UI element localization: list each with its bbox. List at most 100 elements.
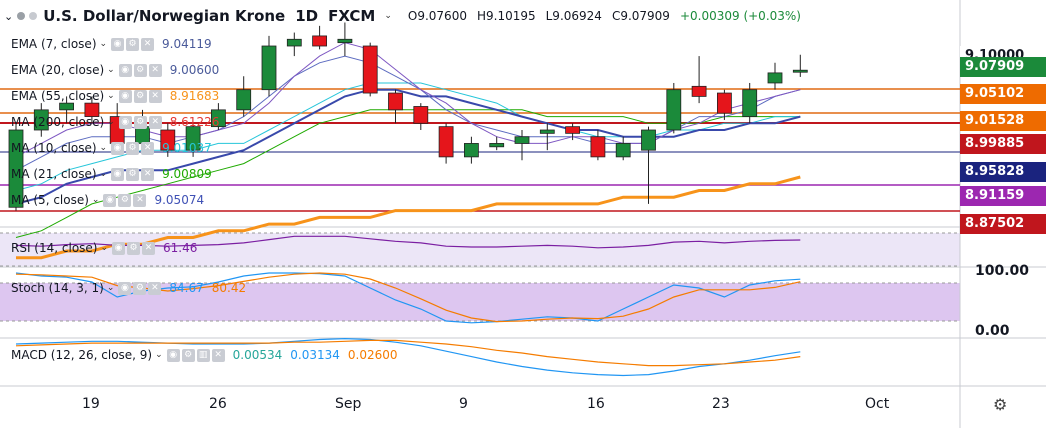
eye-icon[interactable]: ◉ [166,348,180,362]
indicator-legend-2[interactable]: EMA (55, close) ⌄ ◉ ⚙ ✕ 8.91683 [11,89,219,103]
gear-icon[interactable]: ⚙ [133,89,147,103]
gear-icon[interactable]: ⚙ [126,37,140,51]
candle[interactable] [59,96,74,124]
candle[interactable] [185,123,201,157]
candle[interactable] [539,123,555,151]
gear-icon[interactable]: ⚙ [126,167,140,181]
indicator-label: MA (200, close) [11,115,105,129]
chevron-down-icon[interactable]: ⌄ [155,350,163,360]
chevron-down-icon[interactable]: ⌄ [100,243,109,253]
candle[interactable] [641,126,656,204]
price-label: 9.07909 [960,57,1046,77]
candle[interactable] [792,54,808,77]
candle[interactable] [413,103,429,131]
eye-icon[interactable]: ◉ [118,281,132,295]
indicator-value: 9.00600 [169,63,220,77]
chevron-down-icon[interactable]: ⌄ [99,169,108,179]
candle[interactable] [615,136,631,161]
gear-icon[interactable]: ⚙ [133,281,147,295]
candle[interactable] [160,123,176,157]
price-label: 8.99885 [960,134,1046,154]
close-icon[interactable]: ✕ [141,167,155,181]
low-value: L9.06924 [545,9,602,23]
close-icon[interactable]: ✕ [148,63,162,77]
indicator-legend-3[interactable]: MA (200, close) ⌄ ◉ ⚙ ✕ 8.61226 [11,115,219,129]
eye-icon[interactable]: ◉ [111,37,125,51]
candle[interactable] [210,103,226,131]
close-icon[interactable]: ✕ [141,37,155,51]
open-value: O9.07600 [407,9,467,23]
stoch-legend[interactable]: Stoch (14, 3, 1) ⌄ ◉ ⚙ ✕ 84.67 80.42 [11,281,246,295]
eye-icon[interactable]: ◉ [112,241,126,255]
candle[interactable] [438,123,454,164]
candle[interactable] [514,130,530,161]
candle[interactable] [666,82,682,134]
indicator-label: EMA (7, close) [11,37,97,51]
close-icon[interactable]: ✕ [142,241,156,255]
macd-legend[interactable]: MACD (12, 26, close, 9) ⌄ ◉ ⚙ ▥ ✕ 0.00534 0.… [11,348,398,362]
collapse-chevron-icon[interactable]: ⌄ [4,9,14,23]
indicator-label: MA (10, close) [11,141,97,155]
price-label: 9.01528 [960,111,1046,131]
chevron-down-icon[interactable]: ⌄ [107,117,115,127]
stoch-d-value: 80.42 [211,281,247,295]
eye-icon[interactable]: ◉ [111,167,125,181]
gear-icon[interactable]: ⚙ [133,63,147,77]
candle[interactable] [717,89,732,120]
chevron-down-icon[interactable]: ⌄ [384,11,392,21]
interval-label[interactable]: 1D [295,7,319,25]
chevron-down-icon[interactable]: ⌄ [107,65,115,75]
candle[interactable] [261,35,277,97]
indicator-legend-1[interactable]: EMA (20, close) ⌄ ◉ ⚙ ✕ 9.00600 [11,63,219,77]
eye-icon[interactable]: ◉ [118,89,132,103]
indicator-legend-4[interactable]: MA (10, close) ⌄ ◉ ⚙ ✕ 9.01037 [11,141,212,155]
rsi-legend[interactable]: RSI (14, close) ⌄ ◉ ⚙ ✕ 61.46 [11,241,197,255]
time-axis-label: Oct [865,396,890,412]
gear-icon[interactable]: ⚙ [133,115,147,129]
candle[interactable] [388,89,403,124]
gear-icon[interactable]: ⚙ [118,193,132,207]
close-icon[interactable]: ✕ [141,141,155,155]
time-axis-label: Sep [335,396,362,412]
chevron-down-icon[interactable]: ⌄ [99,39,108,49]
gear-icon[interactable]: ⚙ [181,348,195,362]
candle[interactable] [691,56,707,104]
candle[interactable] [84,96,100,124]
candle[interactable] [565,123,580,141]
candle[interactable] [742,82,758,124]
indicator-legend-6[interactable]: MA (5, close) ⌄ ◉ ⚙ ✕ 9.05074 [11,193,204,207]
candlesticks[interactable] [8,22,808,211]
gear-icon[interactable]: ⚙ [993,395,1008,414]
chevron-down-icon[interactable]: ⌄ [106,283,115,293]
eye-icon[interactable]: ◉ [118,115,132,129]
close-icon[interactable]: ✕ [133,193,147,207]
macd-label: MACD (12, 26, close, 9) [11,348,153,362]
indicator-legend-5[interactable]: MA (21, close) ⌄ ◉ ⚙ ✕ 9.00809 [11,167,212,181]
candle[interactable] [590,130,606,161]
eye-icon[interactable]: ◉ [118,63,132,77]
candle[interactable] [337,22,353,57]
close-icon[interactable]: ✕ [148,281,162,295]
candle[interactable] [362,42,378,97]
candle[interactable] [767,62,783,90]
candle[interactable] [463,136,479,164]
eye-icon[interactable]: ◉ [103,193,117,207]
candle[interactable] [312,25,328,50]
chevron-down-icon[interactable]: ⌄ [107,91,115,101]
lock-icon[interactable]: ▥ [196,348,210,362]
gear-icon[interactable]: ⚙ [126,141,140,155]
chevron-down-icon[interactable]: ⌄ [91,195,100,205]
gear-icon[interactable]: ⚙ [127,241,141,255]
close-icon[interactable]: ✕ [148,89,162,103]
indicator-legend-0[interactable]: EMA (7, close) ⌄ ◉ ⚙ ✕ 9.04119 [11,37,212,51]
close-icon[interactable]: ✕ [148,115,162,129]
symbol-title[interactable]: U.S. Dollar/Norwegian Krone [43,7,286,25]
candle[interactable] [236,76,252,117]
candle[interactable] [489,136,505,151]
eye-icon[interactable]: ◉ [111,141,125,155]
candle[interactable] [8,123,24,211]
close-icon[interactable]: ✕ [211,348,225,362]
chevron-down-icon[interactable]: ⌄ [99,143,108,153]
candle[interactable] [286,32,302,57]
candle[interactable] [33,103,49,137]
